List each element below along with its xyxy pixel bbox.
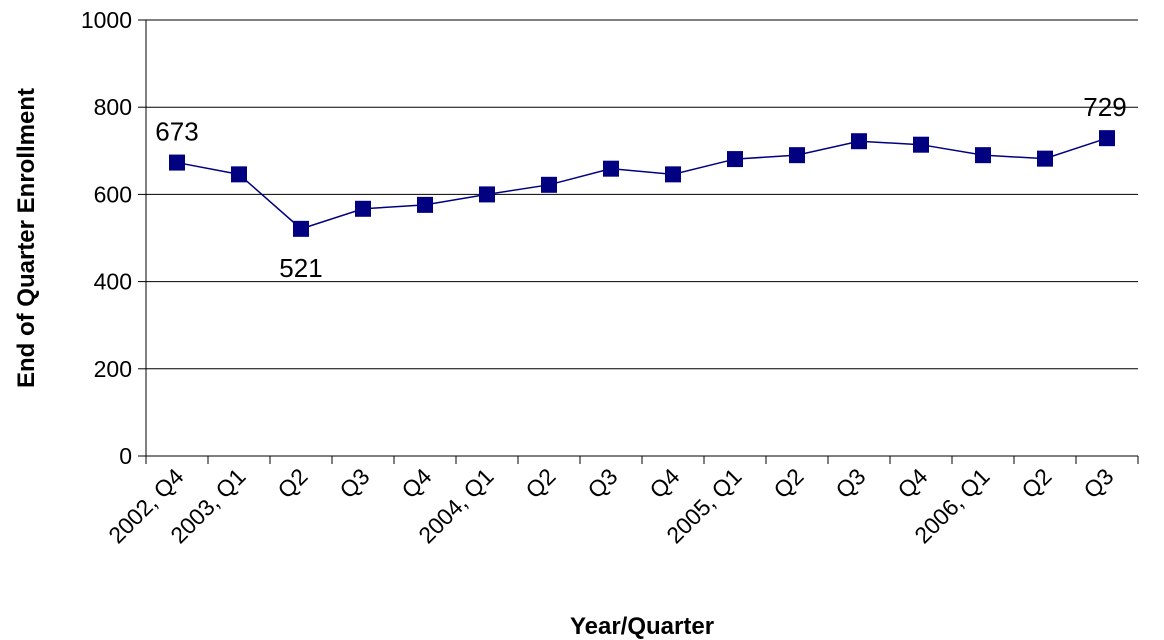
x-tick-label: Q2 xyxy=(768,463,808,503)
series xyxy=(169,130,1115,237)
data-point xyxy=(789,147,805,164)
y-tick-label: 400 xyxy=(94,269,132,295)
data-label: 521 xyxy=(279,253,322,283)
data-label: 673 xyxy=(155,117,198,147)
x-tick-label: Q3 xyxy=(830,463,870,503)
y-tick-label: 0 xyxy=(119,443,132,469)
data-point xyxy=(665,166,681,183)
data-point xyxy=(293,220,309,237)
y-tick-label: 600 xyxy=(94,181,132,207)
gridlines xyxy=(146,19,1138,370)
x-tick-label: Q2 xyxy=(272,463,312,503)
data-labels: 673 521 729 xyxy=(155,92,1126,283)
data-label: 729 xyxy=(1083,92,1126,122)
x-tick-label: Q2 xyxy=(1016,463,1056,503)
data-point xyxy=(355,200,371,217)
y-tick-label: 1000 xyxy=(81,7,132,33)
data-point xyxy=(851,133,867,150)
data-point xyxy=(479,186,495,203)
x-tick-label: Q3 xyxy=(582,463,622,503)
data-point xyxy=(1037,150,1053,167)
y-axis-ticks: 0 200 400 600 800 1000 xyxy=(81,7,146,469)
y-tick-label: 800 xyxy=(94,94,132,120)
data-point xyxy=(541,176,557,193)
axes xyxy=(145,20,1138,457)
x-tick-label: Q4 xyxy=(644,463,684,503)
x-axis-title: Year/Quarter xyxy=(570,613,714,640)
data-point xyxy=(603,160,619,177)
data-point xyxy=(975,147,991,164)
y-tick-label: 200 xyxy=(94,356,132,382)
x-tick-label: Q4 xyxy=(396,463,436,503)
data-point xyxy=(417,196,433,213)
x-tick-label: Q3 xyxy=(1078,463,1118,503)
y-axis-title: End of Quarter Enrollment xyxy=(13,88,40,388)
data-point xyxy=(231,166,247,183)
x-tick-label: Q2 xyxy=(520,463,560,503)
data-point xyxy=(169,154,185,171)
data-point xyxy=(727,151,743,168)
x-tick-label: Q4 xyxy=(892,463,932,503)
x-tick-label: Q3 xyxy=(334,463,374,503)
series-line xyxy=(176,137,1108,230)
data-point xyxy=(913,136,929,153)
data-point xyxy=(1099,130,1115,147)
